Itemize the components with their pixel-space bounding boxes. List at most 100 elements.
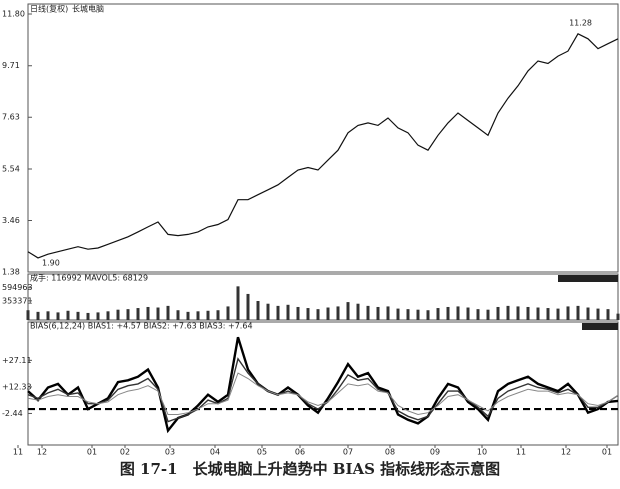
volume-bar: [236, 286, 240, 320]
volume-bar: [536, 307, 540, 320]
volume-bar: [256, 301, 260, 320]
volume-bar: [476, 309, 480, 320]
y-tick-label: 1.38: [2, 268, 20, 277]
series-line: [27, 357, 619, 423]
volume-bar: [266, 303, 270, 320]
volume-bar: [596, 308, 600, 320]
x-tick-label: 06: [295, 448, 305, 457]
x-tick-label: 07: [343, 448, 353, 457]
x-tick-label: 11: [516, 448, 526, 457]
volume-bar: [386, 306, 390, 320]
volume-bar: [286, 304, 290, 320]
y-tick-label: 11.80: [2, 10, 25, 19]
volume-bar: [276, 305, 280, 320]
volume-bar: [126, 309, 130, 320]
volume-bar: [376, 306, 380, 320]
volume-bar: [146, 306, 150, 320]
x-tick-label: 12: [561, 448, 571, 457]
y-tick-label: 353371: [2, 296, 33, 305]
x-tick-label: 12: [37, 448, 47, 457]
volume-bar: [46, 311, 50, 320]
volume-title: 成手: 116992 MAVOL5: 68129: [30, 273, 148, 283]
series-line: [27, 372, 619, 416]
volume-bar: [436, 308, 440, 320]
y-tick-label: -2.44: [2, 409, 23, 418]
volume-bar: [246, 293, 250, 320]
volume-bar: [496, 306, 500, 320]
y-tick-label: 7.63: [2, 113, 20, 122]
volume-bar: [36, 311, 40, 320]
x-tick-label: 05: [257, 448, 267, 457]
volume-bar: [156, 307, 160, 320]
volume-bar: [406, 309, 410, 320]
volume-bar: [176, 310, 180, 320]
volume-bar: [206, 310, 210, 320]
price-panel: [27, 3, 619, 273]
x-tick-label: 01: [602, 448, 612, 457]
volume-bar: [86, 312, 90, 320]
y-tick-label: 3.46: [2, 216, 20, 225]
volume-bar: [486, 309, 490, 320]
volume-panel: [27, 273, 619, 321]
x-tick-label: 10: [477, 448, 487, 457]
x-tick-label: 08: [385, 448, 395, 457]
x-tick-label: 09: [430, 448, 440, 457]
volume-bar: [356, 303, 360, 320]
x-tick-label: 02: [120, 448, 130, 457]
volume-bar: [196, 311, 200, 320]
volume-bar: [226, 306, 230, 320]
volume-bar: [116, 309, 120, 320]
volume-bar: [586, 307, 590, 320]
bias-badge: [582, 323, 618, 330]
volume-bar: [326, 307, 330, 320]
volume-bar: [186, 311, 190, 320]
y-tick-label: 5.54: [2, 164, 20, 173]
series-line: [27, 33, 619, 259]
volume-bar: [296, 306, 300, 320]
volume-badge: [558, 275, 618, 282]
volume-bar: [446, 306, 450, 320]
annotation: 11.28: [569, 18, 592, 27]
y-tick-label: +27.11: [2, 356, 32, 365]
volume-bar: [606, 309, 610, 320]
volume-bar: [506, 305, 510, 320]
volume-bar: [566, 306, 570, 320]
volume-bar: [96, 312, 100, 320]
x-tick-label: 03: [165, 448, 175, 457]
y-tick-label: 9.71: [2, 61, 20, 70]
y-tick-label: +12.33: [2, 382, 32, 391]
volume-bar: [426, 310, 430, 320]
annotation: 1.90: [42, 259, 60, 268]
bias-panel: [27, 321, 619, 446]
volume-bar: [306, 308, 310, 320]
volume-bar: [216, 310, 220, 320]
volume-bar: [546, 308, 550, 320]
volume-bar: [556, 308, 560, 320]
price-title: 日线(复权): [30, 4, 68, 14]
volume-bar: [456, 306, 460, 320]
volume-bar: [366, 305, 370, 320]
volume-bar: [316, 309, 320, 320]
bias-title: BIAS(6,12,24) BIAS1: +4.57 BIAS2: +7.63 …: [30, 322, 253, 331]
x-tick-label: 11: [13, 448, 23, 457]
volume-bar: [616, 313, 620, 320]
volume-bar: [346, 302, 350, 320]
volume-bar: [136, 308, 140, 320]
volume-bar: [526, 306, 530, 320]
volume-bar: [56, 312, 60, 320]
volume-bar: [466, 307, 470, 320]
x-tick-label: 04: [210, 448, 220, 457]
stock-name: 长城电脑: [72, 4, 104, 14]
volume-bar: [166, 305, 170, 320]
volume-bar: [416, 309, 420, 320]
volume-bar: [516, 306, 520, 320]
caption: 图 17-1 长城电脑上升趋势中 BIAS 指标线形态示意图: [120, 460, 500, 478]
volume-bar: [576, 305, 580, 320]
y-tick-label: 594963: [2, 283, 33, 292]
volume-bar: [76, 311, 80, 320]
volume-bar: [106, 311, 110, 320]
x-tick-label: 01: [87, 448, 97, 457]
volume-bar: [26, 310, 30, 320]
volume-bar: [66, 310, 70, 320]
